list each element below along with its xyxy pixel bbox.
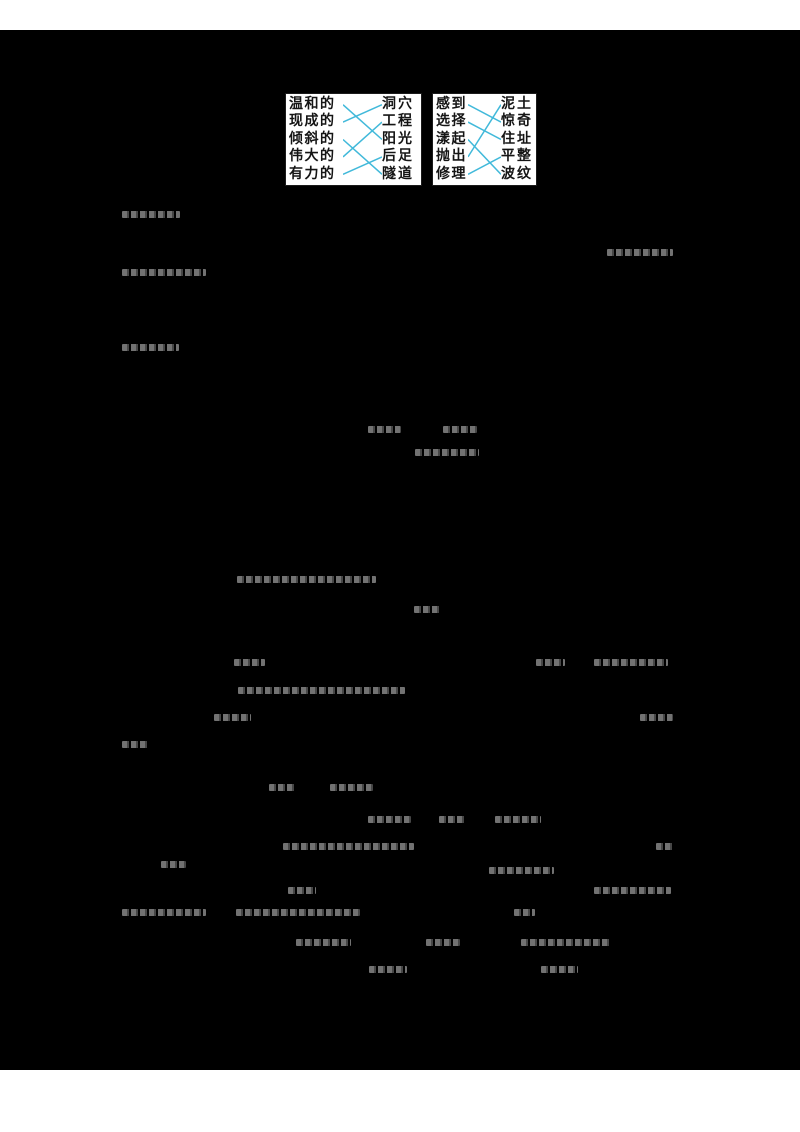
match-word-right: 住址	[501, 130, 533, 147]
match-left-column: 温和的 现成的 倾斜的 伟大的 有力的	[289, 96, 343, 183]
match-word-left: 修理	[436, 165, 467, 182]
match-word-right: 平整	[501, 148, 533, 165]
faint-text-fragment	[414, 606, 441, 613]
match-word-left: 伟大的	[289, 148, 336, 165]
faint-text-fragment	[607, 249, 673, 256]
match-line	[343, 122, 382, 157]
faint-text-fragment	[536, 659, 565, 666]
match-line	[468, 140, 501, 175]
faint-text-fragment	[122, 909, 206, 916]
match-lines	[343, 96, 382, 183]
faint-text-fragment	[514, 909, 535, 916]
faint-text-fragment	[443, 426, 477, 433]
faint-text-fragment	[415, 449, 479, 456]
match-word-right: 阳光	[382, 130, 414, 147]
match-line	[468, 157, 501, 174]
match-word-right: 后足	[382, 148, 414, 165]
match-word-right: 工程	[382, 113, 414, 130]
faint-text-fragment	[541, 966, 578, 973]
faint-text-fragment	[238, 687, 405, 694]
faint-text-fragment	[330, 784, 373, 791]
match-line	[468, 105, 501, 122]
match-line	[343, 105, 382, 122]
faint-text-fragment	[122, 741, 149, 748]
match-word-right: 泥土	[501, 96, 533, 112]
faint-text-fragment	[368, 426, 401, 433]
match-word-left: 选择	[436, 113, 467, 130]
top-margin	[0, 0, 800, 30]
match-exercise-box-adjectives: 温和的 现成的 倾斜的 伟大的 有力的 洞穴 工程 阳光 后足 隧道	[285, 93, 422, 186]
bottom-margin	[0, 1070, 800, 1132]
faint-text-fragment	[288, 887, 316, 894]
match-word-left: 倾斜的	[289, 130, 336, 147]
faint-text-fragment	[594, 887, 671, 894]
faint-text-fragment	[122, 211, 180, 218]
faint-text-fragment	[594, 659, 668, 666]
match-line	[343, 157, 382, 174]
match-exercise-box-verbs: 感到 选择 漾起 抛出 修理 泥土 惊奇 住址 平整 波纹	[432, 93, 537, 186]
match-right-column: 洞穴 工程 阳光 后足 隧道	[382, 96, 418, 183]
faint-text-fragment	[495, 816, 541, 823]
faint-text-fragment	[161, 861, 186, 868]
faint-text-fragment	[122, 344, 179, 351]
faint-text-fragment	[368, 816, 411, 823]
faint-text-fragment	[269, 784, 296, 791]
match-word-right: 洞穴	[382, 96, 414, 112]
match-line	[343, 105, 382, 140]
faint-text-fragment	[283, 843, 414, 850]
faint-text-fragment	[521, 939, 610, 946]
match-word-right: 波纹	[501, 165, 533, 182]
match-line	[343, 140, 382, 175]
match-right-column: 泥土 惊奇 住址 平整 波纹	[501, 96, 533, 183]
match-word-left: 漾起	[436, 130, 467, 147]
match-line	[468, 105, 501, 157]
match-word-left: 温和的	[289, 96, 336, 112]
match-word-left: 感到	[436, 96, 467, 112]
faint-text-fragment	[234, 659, 265, 666]
faint-text-fragment	[640, 714, 673, 721]
faint-text-fragment	[214, 714, 251, 721]
faint-text-fragment	[656, 843, 673, 850]
match-word-right: 惊奇	[501, 113, 533, 130]
faint-text-fragment	[122, 269, 206, 276]
faint-text-fragment	[439, 816, 466, 823]
faint-text-fragment	[426, 939, 460, 946]
faint-text-fragment	[237, 576, 376, 583]
faint-text-fragment	[236, 909, 360, 916]
match-left-column: 感到 选择 漾起 抛出 修理	[436, 96, 468, 183]
faint-text-fragment	[489, 867, 554, 874]
match-word-left: 有力的	[289, 165, 336, 182]
faint-text-fragment	[369, 966, 407, 973]
match-word-left: 现成的	[289, 113, 336, 130]
match-lines	[468, 96, 501, 183]
match-word-right: 隧道	[382, 165, 414, 182]
match-word-left: 抛出	[436, 148, 467, 165]
faint-text-fragment	[296, 939, 351, 946]
